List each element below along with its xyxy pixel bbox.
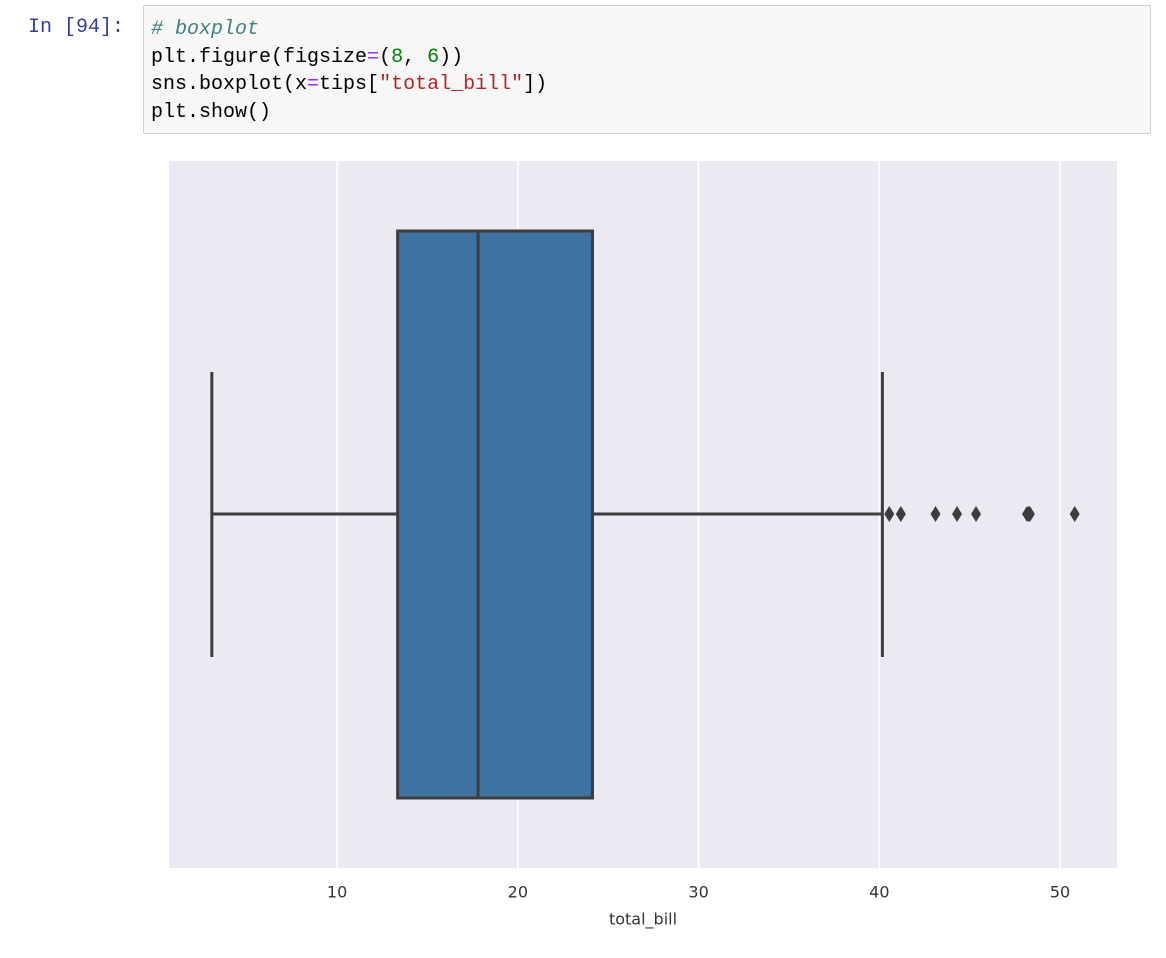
- code-token: 8: [391, 45, 404, 69]
- cell-prompt: In [94]:: [28, 16, 125, 39]
- x-tick-label: 10: [327, 883, 347, 902]
- code-token: plt.figure(figsize: [151, 45, 368, 69]
- outlier: [971, 506, 982, 522]
- code-token: 6: [427, 45, 440, 69]
- code-token: ,: [403, 45, 428, 69]
- code-token: tips[: [319, 73, 380, 96]
- code-token: sns.boxplot(x: [151, 73, 308, 96]
- code-token: (: [379, 45, 392, 69]
- code-token: =: [307, 73, 320, 96]
- code-token: # boxplot: [151, 18, 260, 41]
- x-tick-label: 30: [688, 883, 708, 902]
- code-token: )): [439, 45, 464, 69]
- code-token: ]): [523, 73, 548, 96]
- code-token: =: [367, 45, 380, 69]
- code-token: plt.show(): [151, 100, 272, 124]
- code-line: sns.boxplot(x=tips["total_bill"]): [151, 73, 1150, 101]
- outlier: [930, 506, 941, 522]
- outlier: [1024, 506, 1035, 522]
- outlier: [884, 506, 895, 522]
- x-axis-label: total_bill: [609, 910, 677, 930]
- outlier: [1069, 506, 1080, 522]
- x-tick-label: 50: [1050, 883, 1070, 902]
- code-cell[interactable]: # boxplot plt.figure(figsize=(8, 6)) sns.b…: [143, 5, 1151, 134]
- x-tick-label: 40: [869, 883, 889, 902]
- outlier: [952, 506, 963, 522]
- outlier: [895, 506, 906, 522]
- code-line: plt.figure(figsize=(8, 6)): [151, 46, 1150, 74]
- code-line: # boxplot: [151, 18, 1150, 46]
- code-line: plt.show(): [151, 101, 1150, 129]
- code-token: "total_bill": [379, 73, 524, 96]
- x-tick-label: 20: [508, 883, 528, 902]
- box: [396, 229, 594, 800]
